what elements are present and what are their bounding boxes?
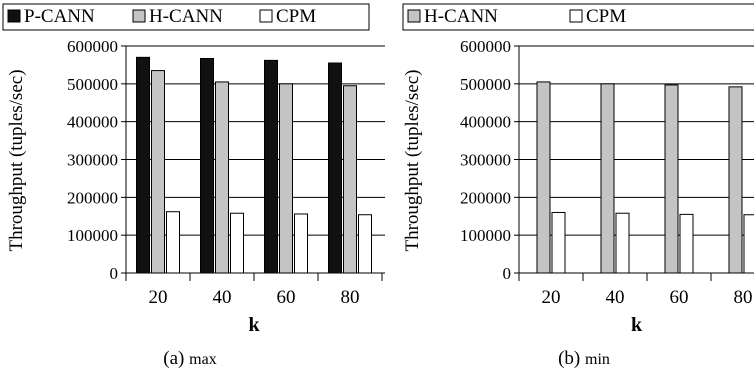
y-tick-label: 500000 <box>67 75 118 94</box>
bar-p-cann-20 <box>136 56 150 274</box>
legend-swatch-p-cann <box>7 9 21 23</box>
legend-box <box>2 3 370 31</box>
bar-cpm-60 <box>294 213 308 274</box>
bar-cpm-80 <box>743 214 754 274</box>
y-tick-label: 500000 <box>460 75 511 94</box>
chart-panel-0: P-CANN H-CANN CPM 0 100000 200000 300000 400000… <box>2 3 385 369</box>
bar-cpm-80 <box>358 214 372 274</box>
bar-h-cann-80 <box>728 86 743 274</box>
panel-caption: (b) min <box>558 348 610 369</box>
chart-panel-1: H-CANN CPM 0 100000 200000 300000 400000 500000… <box>402 3 754 369</box>
legend-label-cpm: CPM <box>586 6 626 27</box>
x-tick-label: 40 <box>213 287 232 308</box>
bar-p-cann-80 <box>328 62 342 274</box>
y-tick-label: 400000 <box>460 113 511 132</box>
caption-metric: max <box>189 351 217 368</box>
x-tick-label: 20 <box>542 287 561 308</box>
bar-h-cann-40 <box>215 81 229 274</box>
y-tick-label: 300000 <box>460 151 511 170</box>
y-tick-label: 300000 <box>67 151 118 170</box>
y-tick-label: 0 <box>503 264 512 283</box>
bar-h-cann-60 <box>279 83 293 274</box>
legend-swatch-h-cann <box>132 9 146 23</box>
y-tick-label: 600000 <box>460 37 511 56</box>
bar-h-cann-60 <box>664 84 679 274</box>
bar-cpm-40 <box>230 212 244 274</box>
x-tick-label: 80 <box>734 287 753 308</box>
y-tick-label: 400000 <box>67 113 118 132</box>
legend-swatch-h-cann <box>407 9 421 23</box>
y-tick-label: 0 <box>110 264 119 283</box>
legend-swatch-cpm <box>259 9 273 23</box>
x-axis-label: k <box>631 314 643 336</box>
bar-p-cann-60 <box>264 59 278 274</box>
legend-label-h-cann: H-CANN <box>149 6 223 27</box>
legend-label-p-cann: P-CANN <box>24 6 95 27</box>
bar-h-cann-20 <box>151 70 165 274</box>
x-tick-label: 20 <box>149 287 168 308</box>
bar-h-cann-20 <box>536 81 551 274</box>
y-axis-label: Throughput (tuples/sec) <box>402 69 423 251</box>
y-axis-label: Throughput (tuples/sec) <box>6 69 27 251</box>
x-tick-label: 60 <box>670 287 689 308</box>
bar-h-cann-80 <box>343 85 357 274</box>
bar-cpm-20 <box>551 211 566 274</box>
y-tick-label: 200000 <box>460 188 511 207</box>
caption-metric: min <box>585 351 610 368</box>
bar-cpm-40 <box>615 212 630 274</box>
x-axis-label: k <box>248 314 260 336</box>
legend-label-cpm: CPM <box>276 6 316 27</box>
legend-swatch-cpm <box>569 9 583 23</box>
caption-label: (a) <box>163 348 189 369</box>
legend-label-h-cann: H-CANN <box>424 6 498 27</box>
x-tick-label: 80 <box>341 287 360 308</box>
y-tick-label: 100000 <box>67 226 118 245</box>
x-tick-label: 40 <box>606 287 625 308</box>
caption-label: (b) <box>558 348 585 369</box>
y-tick-label: 100000 <box>460 226 511 245</box>
y-tick-label: 200000 <box>67 188 118 207</box>
panel-caption: (a) max <box>163 348 216 369</box>
bar-h-cann-40 <box>600 83 615 274</box>
bar-cpm-60 <box>679 213 694 274</box>
x-tick-label: 60 <box>277 287 296 308</box>
y-tick-label: 600000 <box>67 37 118 56</box>
bar-p-cann-40 <box>200 57 214 274</box>
bar-cpm-20 <box>166 211 180 274</box>
